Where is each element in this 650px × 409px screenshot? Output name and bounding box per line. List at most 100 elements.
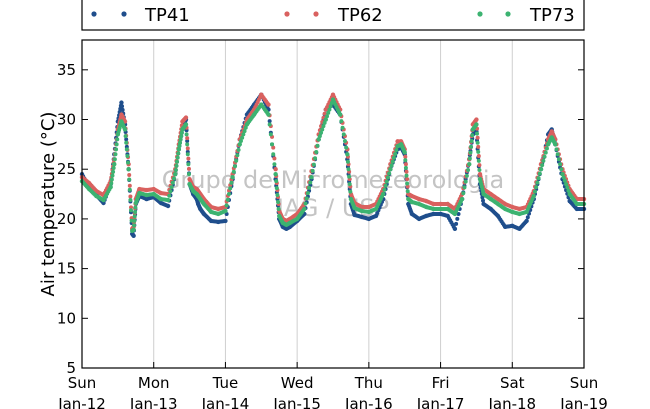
x-tick-day-label: Wed — [281, 374, 314, 392]
data-point — [273, 171, 278, 177]
data-point — [172, 176, 177, 181]
series-TP73 — [79, 97, 587, 234]
data-point — [230, 174, 235, 180]
data-point — [405, 177, 410, 182]
data-point — [314, 149, 319, 154]
data-point — [185, 146, 190, 151]
x-tick-day-label: Fri — [432, 374, 450, 392]
x-tick-date-label: Jan-12 — [57, 395, 106, 409]
data-point — [319, 130, 324, 135]
data-point — [475, 135, 480, 140]
y-tick-label: 5 — [66, 359, 76, 377]
data-point — [126, 167, 131, 172]
data-point — [561, 175, 566, 180]
data-point — [383, 183, 388, 188]
data-point — [120, 104, 125, 109]
data-point — [405, 181, 410, 186]
data-point — [456, 211, 461, 216]
x-tick-date-label: Jan-17 — [416, 395, 465, 409]
data-point — [320, 127, 325, 132]
data-point — [124, 137, 129, 142]
data-point — [133, 209, 138, 214]
data-point — [176, 151, 181, 156]
legend-marker — [313, 11, 319, 17]
data-point — [403, 158, 408, 163]
data-point — [302, 206, 307, 212]
data-point — [554, 147, 559, 152]
data-point — [165, 203, 171, 209]
data-point — [562, 178, 567, 183]
data-point — [382, 187, 387, 192]
data-point — [127, 173, 132, 178]
data-point — [276, 200, 281, 205]
data-point — [229, 180, 234, 185]
x-tick-date-label: Jan-16 — [344, 395, 393, 409]
data-point — [403, 165, 408, 170]
legend-box — [81, 0, 585, 31]
data-point — [390, 159, 395, 164]
data-point — [553, 142, 558, 147]
data-point — [559, 167, 564, 172]
data-point — [476, 149, 481, 154]
data-point — [242, 129, 247, 134]
data-point — [126, 160, 131, 165]
data-point — [185, 142, 190, 147]
data-point — [276, 206, 281, 211]
data-point — [268, 132, 273, 137]
data-point — [402, 150, 407, 155]
data-point — [459, 196, 465, 202]
data-point — [347, 182, 352, 187]
legend: TP41 TP62 TP73 — [81, 0, 585, 31]
data-point — [127, 183, 132, 188]
data-point — [543, 150, 548, 155]
data-point — [122, 127, 128, 132]
x-tick-day-label: Sun — [68, 374, 97, 392]
data-point — [348, 189, 353, 194]
data-point — [531, 193, 536, 199]
data-point — [469, 139, 474, 144]
data-point — [273, 167, 278, 172]
grid-lines — [153, 40, 513, 368]
data-point — [535, 180, 540, 185]
data-point — [168, 189, 173, 194]
data-point — [558, 162, 563, 167]
x-tick-date-label: Jan-13 — [129, 395, 178, 409]
x-tick-date-label: Jan-18 — [487, 395, 536, 409]
data-point — [468, 150, 473, 155]
data-point — [120, 107, 125, 112]
data-point — [536, 176, 541, 181]
data-point — [274, 179, 279, 184]
data-point — [275, 193, 280, 198]
data-point — [234, 158, 239, 163]
data-point — [185, 136, 190, 141]
y-tick-label: 35 — [57, 61, 76, 79]
data-point — [564, 182, 569, 187]
data-point — [237, 142, 242, 147]
data-point — [556, 157, 561, 162]
data-point — [267, 122, 272, 127]
data-point — [178, 137, 183, 142]
data-point — [321, 124, 326, 129]
data-point — [270, 142, 275, 147]
data-point — [223, 218, 228, 224]
data-point — [129, 208, 134, 213]
y-tick-label: 15 — [57, 260, 76, 278]
data-point — [236, 147, 241, 152]
data-point — [179, 134, 184, 139]
data-point — [303, 201, 308, 206]
data-point — [476, 144, 481, 149]
data-point — [322, 120, 327, 125]
x-tick-day-label: Sat — [500, 374, 525, 392]
data-point — [345, 152, 350, 157]
data-point — [231, 169, 236, 174]
data-point — [132, 218, 137, 223]
data-point — [225, 197, 230, 202]
y-tick-label: 25 — [57, 160, 76, 178]
data-point — [274, 186, 279, 191]
data-point — [128, 198, 133, 203]
data-point — [124, 147, 129, 152]
data-point — [133, 205, 138, 210]
data-point — [452, 226, 458, 232]
data-point — [112, 162, 117, 167]
